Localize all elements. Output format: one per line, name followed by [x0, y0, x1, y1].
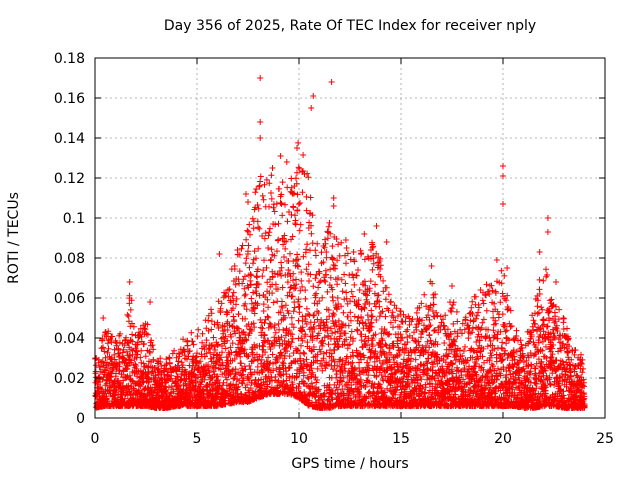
y-axis-label: ROTI / TECUs — [6, 192, 22, 284]
y-tick-label: 0.18 — [54, 51, 85, 67]
axis-ticks: 0 0.02 0.04 0.06 0.08 0.1 0.12 0.14 0.16 0.18 0 5 10… — [54, 51, 614, 447]
y-tick-label: 0.16 — [54, 91, 85, 107]
y-tick-label: 0.12 — [54, 171, 85, 187]
x-tick-label: 5 — [193, 431, 202, 447]
y-tick-label: 0.14 — [54, 131, 85, 147]
y-tick-label: 0.08 — [54, 251, 85, 267]
y-tick-label: 0.06 — [54, 291, 85, 307]
x-tick-label: 25 — [596, 431, 614, 447]
y-tick-label: 0.02 — [54, 371, 85, 387]
x-axis-label: GPS time / hours — [291, 456, 409, 472]
chart-title: Day 356 of 2025, Rate Of TEC Index for r… — [163, 18, 537, 34]
y-tick-label: 0.1 — [63, 211, 85, 227]
x-tick-label: 20 — [494, 431, 512, 447]
data-points — [92, 75, 588, 411]
y-tick-label: 0.04 — [54, 331, 85, 347]
x-tick-label: 10 — [290, 431, 308, 447]
y-tick-label: 0 — [76, 411, 85, 427]
plot-frame — [94, 57, 606, 419]
roti-points — [92, 75, 588, 411]
x-tick-label: 0 — [91, 431, 100, 447]
x-tick-label: 15 — [392, 431, 410, 447]
